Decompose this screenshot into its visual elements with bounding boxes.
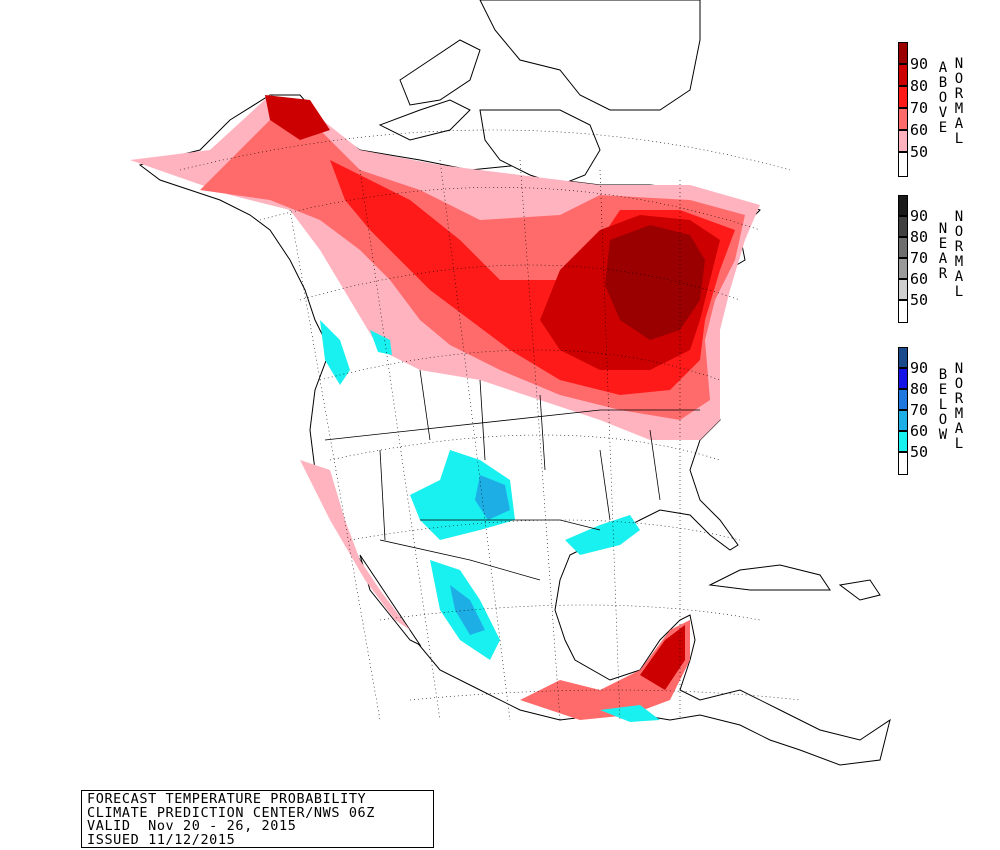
- above-mexico-80: [640, 625, 685, 690]
- above-alaska-north: [265, 95, 330, 140]
- legend-swatch: [898, 368, 908, 389]
- legend-swatch: [898, 258, 908, 279]
- legend-tick: 80: [910, 380, 929, 398]
- legend-tick: 90: [910, 55, 929, 73]
- legend-tick: 80: [910, 228, 929, 246]
- legend-tick: 50: [910, 443, 929, 461]
- above-normal-shading: [130, 95, 760, 720]
- legend-swatch: [898, 347, 908, 368]
- legend-tick: 60: [910, 422, 929, 440]
- below-50-southmex: [600, 705, 660, 722]
- political-boundaries: [324, 369, 700, 581]
- legend-swatch: [898, 389, 908, 410]
- legend-swatch: [898, 64, 908, 86]
- legend-swatch: [898, 216, 908, 237]
- legend-near-normal: 90 80 70 60 50 NEAR NORMAL: [898, 195, 968, 323]
- legend-swatch: [898, 42, 908, 64]
- legend-word-below: BELOW: [935, 367, 951, 442]
- info-issued-date: ISSUED 11/12/2015: [87, 831, 236, 848]
- below-50-northwest: [320, 320, 350, 385]
- below-60-plains: [475, 475, 510, 520]
- legend-swatch: [898, 130, 908, 152]
- legend-word-above: ABOVE: [935, 60, 951, 135]
- graticule: [179, 129, 801, 721]
- legend-tick: 50: [910, 143, 929, 161]
- legend-swatch: [898, 195, 908, 216]
- info-box: FORECAST TEMPERATURE PROBABILITY CLIMATE…: [81, 790, 434, 848]
- legend-tick: 70: [910, 249, 929, 267]
- info-title: FORECAST TEMPERATURE PROBABILITY: [87, 791, 367, 807]
- legend-tick: 80: [910, 77, 929, 95]
- legend-swatch: [898, 410, 908, 431]
- legend-swatch: [898, 300, 908, 323]
- legend-word-normal: NORMAL: [951, 361, 967, 451]
- legend-swatch: [898, 152, 908, 177]
- legend-swatch: [898, 108, 908, 130]
- legend-word-normal: NORMAL: [951, 56, 967, 146]
- legend-tick: 90: [910, 359, 929, 377]
- legend-swatch: [898, 452, 908, 475]
- legend-tick: 70: [910, 99, 929, 117]
- legend-word-near: NEAR: [935, 221, 951, 281]
- legend-tick: 60: [910, 121, 929, 139]
- above-mexico-60: [520, 620, 690, 720]
- above-west-coast: [300, 460, 410, 630]
- legend-swatch: [898, 279, 908, 300]
- above-90-region: [605, 225, 705, 340]
- legend-swatch: [898, 431, 908, 452]
- info-source: CLIMATE PREDICTION CENTER/NWS 06Z: [87, 804, 376, 821]
- legend-tick: 90: [910, 207, 929, 225]
- below-normal-shading: [320, 320, 660, 722]
- info-valid-dates: VALID Nov 20 - 26, 2015: [87, 818, 297, 834]
- legend-tick: 70: [910, 401, 929, 419]
- legend-swatch: [898, 86, 908, 108]
- legend-above-normal: 90 80 70 60 50 ABOVE NORMAL: [898, 42, 968, 177]
- below-60-mexico: [450, 585, 485, 635]
- legend-word-normal: NORMAL: [951, 209, 967, 299]
- legend-tick: 60: [910, 270, 929, 288]
- legend-tick: 50: [910, 291, 929, 309]
- legend-below-normal: 90 80 70 60 50 BELOW NORMAL: [898, 347, 968, 475]
- below-50-montana: [370, 330, 392, 355]
- legend-swatch: [898, 237, 908, 258]
- below-50-gulf: [565, 515, 640, 555]
